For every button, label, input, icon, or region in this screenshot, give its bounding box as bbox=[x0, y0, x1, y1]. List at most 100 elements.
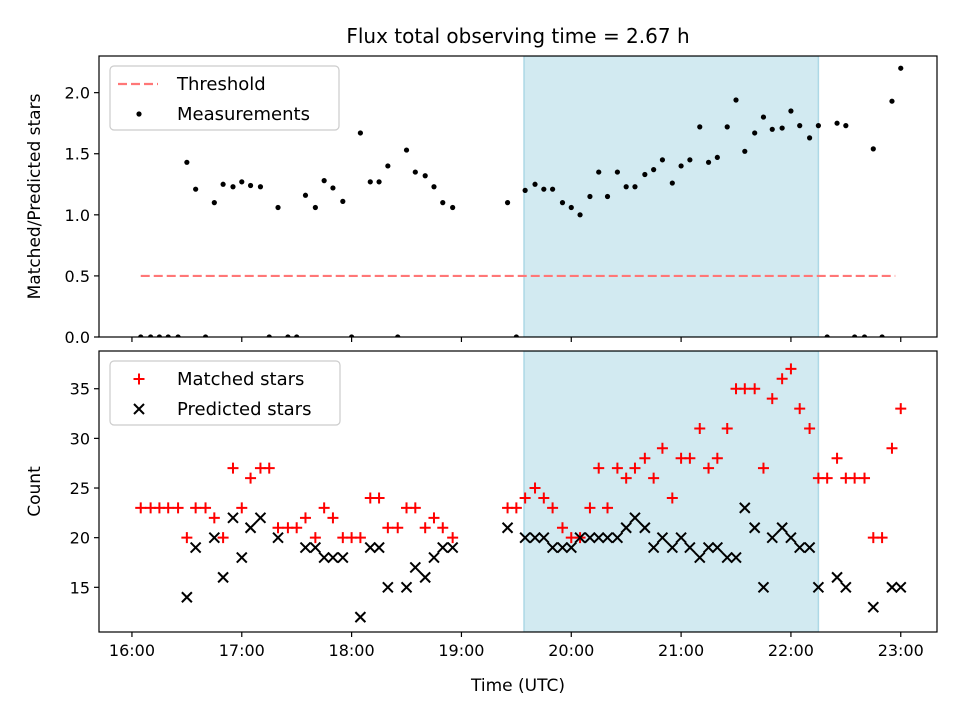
data-point bbox=[294, 334, 300, 337]
data-point bbox=[254, 512, 267, 524]
observing-window-shade bbox=[523, 351, 820, 632]
top-panel: 0.0 0.5 1.0 1.5 2.0 Matched/Predicted stars Th… bbox=[25, 55, 938, 347]
data-point bbox=[211, 200, 217, 206]
data-point bbox=[538, 492, 550, 504]
legend: Matched stars Predicted stars bbox=[109, 360, 341, 426]
data-point bbox=[611, 531, 624, 544]
data-point bbox=[446, 541, 459, 554]
data-point bbox=[684, 452, 696, 464]
x-tick-label: 18:00 bbox=[329, 641, 375, 660]
data-point bbox=[138, 334, 144, 337]
data-point bbox=[620, 522, 632, 534]
data-point bbox=[749, 383, 761, 395]
data-point bbox=[327, 512, 339, 524]
y-axis-label: Count bbox=[25, 466, 45, 517]
data-point bbox=[549, 186, 556, 192]
data-point bbox=[647, 541, 660, 554]
chart-title: Flux total observing time = 2.67 h bbox=[346, 24, 689, 48]
data-point bbox=[733, 97, 739, 103]
data-point bbox=[321, 178, 327, 184]
data-point bbox=[721, 551, 733, 564]
data-point bbox=[577, 212, 583, 218]
data-point bbox=[666, 541, 679, 554]
data-point bbox=[510, 502, 522, 514]
data-point bbox=[870, 146, 876, 152]
data-point bbox=[831, 571, 843, 584]
data-point bbox=[639, 522, 651, 534]
legend-box bbox=[109, 65, 340, 131]
data-point bbox=[275, 204, 281, 211]
data-point bbox=[450, 204, 456, 211]
x-tick-label: 16:00 bbox=[109, 641, 155, 660]
data-point bbox=[382, 522, 394, 534]
y-tick-label: 30 bbox=[70, 429, 90, 448]
axes-frame bbox=[98, 55, 938, 338]
legend-marker-swatch bbox=[136, 111, 142, 117]
y-tick-label: 0.5 bbox=[65, 267, 90, 286]
data-point bbox=[245, 472, 257, 484]
data-point bbox=[538, 531, 550, 544]
data-point bbox=[843, 123, 849, 129]
data-point bbox=[886, 442, 898, 454]
data-point bbox=[422, 173, 428, 179]
y-tick-label: 15 bbox=[70, 578, 90, 597]
data-point bbox=[309, 532, 321, 544]
data-point bbox=[529, 531, 541, 544]
axes-frame bbox=[98, 350, 938, 633]
data-point bbox=[852, 334, 858, 337]
data-point bbox=[867, 601, 880, 613]
data-point bbox=[285, 334, 291, 337]
data-point bbox=[604, 193, 611, 200]
data-point bbox=[302, 192, 309, 198]
data-point bbox=[659, 157, 666, 163]
data-point bbox=[730, 551, 742, 564]
data-point bbox=[189, 541, 202, 554]
y-tick-label: 20 bbox=[70, 529, 90, 548]
y-tick-label: 1.0 bbox=[65, 206, 90, 225]
data-point bbox=[821, 472, 833, 484]
data-point bbox=[330, 185, 336, 191]
legend-marker-swatch bbox=[133, 403, 145, 415]
data-point bbox=[812, 581, 825, 594]
data-point bbox=[861, 334, 868, 337]
data-point bbox=[309, 541, 322, 554]
data-point bbox=[431, 184, 437, 190]
data-point bbox=[687, 157, 693, 163]
data-point bbox=[879, 334, 885, 337]
data-point bbox=[559, 200, 566, 206]
data-point bbox=[739, 502, 751, 514]
data-point bbox=[184, 159, 190, 165]
data-point bbox=[806, 135, 813, 141]
data-point bbox=[135, 502, 147, 514]
data-point bbox=[327, 551, 339, 564]
legend-marker-swatch bbox=[133, 373, 145, 385]
legend: Threshold Measurements bbox=[109, 65, 340, 131]
data-point bbox=[849, 472, 861, 484]
data-point bbox=[584, 502, 596, 514]
data-point bbox=[776, 373, 788, 385]
data-point bbox=[714, 154, 720, 161]
x-tick-label: 17:00 bbox=[219, 641, 265, 660]
data-point bbox=[895, 403, 907, 415]
data-point bbox=[519, 531, 531, 544]
data-point bbox=[779, 125, 785, 131]
data-point bbox=[428, 551, 440, 564]
data-point bbox=[788, 108, 794, 114]
x-tick-label: 20:00 bbox=[548, 641, 594, 660]
data-point bbox=[840, 581, 852, 594]
data-point bbox=[766, 531, 778, 544]
data-point bbox=[803, 541, 816, 554]
data-point bbox=[437, 522, 449, 534]
data-point bbox=[376, 179, 382, 185]
data-point bbox=[532, 181, 538, 187]
data-point bbox=[312, 204, 318, 211]
data-point bbox=[675, 531, 687, 544]
data-point bbox=[611, 462, 623, 474]
data-point bbox=[895, 581, 907, 594]
data-point bbox=[876, 532, 888, 544]
data-point bbox=[272, 522, 284, 534]
data-point bbox=[785, 363, 797, 375]
data-point bbox=[247, 182, 254, 189]
data-point bbox=[757, 462, 769, 474]
